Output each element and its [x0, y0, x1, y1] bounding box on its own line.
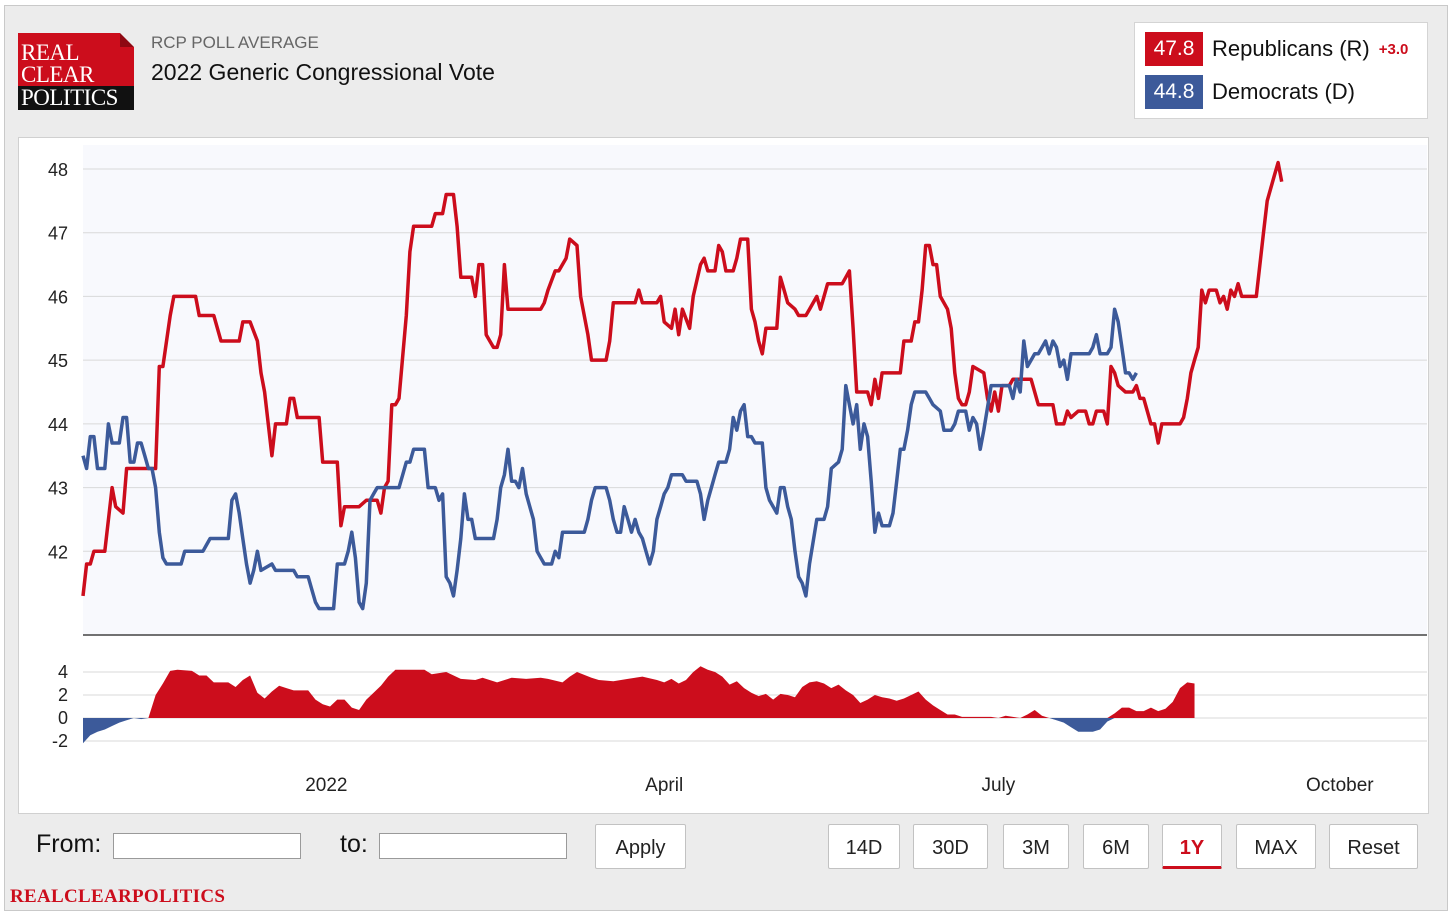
- x-tick-july: July: [981, 775, 1015, 796]
- range-button-3m[interactable]: 3M: [1003, 824, 1069, 869]
- range-button-30d[interactable]: 30D: [913, 824, 988, 869]
- apply-button[interactable]: Apply: [595, 824, 686, 869]
- footer-brand: REALCLEARPOLITICS: [10, 886, 226, 907]
- plot-background: [83, 145, 1427, 635]
- logo-line-1: REAL: [21, 40, 80, 65]
- y-tick-43: 43: [48, 479, 68, 499]
- y-tick-42: 42: [48, 542, 68, 562]
- rep-change: +3.0: [1378, 40, 1409, 58]
- spread-tick--2: -2: [52, 731, 68, 751]
- y-tick-44: 44: [48, 415, 68, 435]
- to-label: to:: [340, 830, 368, 858]
- chart-subtitle: RCP POLL AVERAGE: [151, 33, 319, 52]
- range-button-1y[interactable]: 1Y: [1162, 824, 1222, 869]
- range-controls: From: to: Apply 14D 30D 3M 6M 1Y MAX Reset: [18, 816, 1429, 878]
- legend-rep: 47.8 Republicans (R) +3.0: [1145, 32, 1408, 66]
- y-tick-46: 46: [48, 287, 68, 307]
- spread-tick-2: 2: [58, 685, 68, 705]
- range-button-14d[interactable]: 14D: [828, 824, 900, 869]
- to-date-input[interactable]: [379, 833, 567, 859]
- x-tick-october: October: [1306, 775, 1374, 796]
- chart-title: 2022 Generic Congressional Vote: [151, 59, 495, 85]
- range-button-max[interactable]: MAX: [1236, 824, 1316, 869]
- spread-area-positive: [83, 666, 1195, 718]
- y-tick-48: 48: [48, 160, 68, 180]
- from-date-input[interactable]: [113, 833, 301, 859]
- spread-tick-0: 0: [58, 708, 68, 728]
- rep-value: 47.8: [1145, 32, 1203, 66]
- rcp-logo: REAL CLEAR POLITICS: [18, 33, 134, 110]
- spread-area-negative: [83, 718, 1195, 744]
- logo-line-3: POLITICS: [18, 86, 134, 110]
- rep-name: Republicans (R): [1212, 36, 1370, 61]
- range-button-reset[interactable]: Reset: [1329, 824, 1418, 869]
- range-button-6m[interactable]: 6M: [1083, 824, 1149, 869]
- dem-value: 44.8: [1145, 75, 1203, 109]
- democrats-line: [81, 307, 1138, 611]
- y-tick-47: 47: [48, 224, 68, 244]
- legend-dem: 44.8 Democrats (D): [1145, 75, 1355, 109]
- spread-tick-4: 4: [58, 662, 68, 682]
- republicans-line: [81, 160, 1284, 597]
- from-label: From:: [36, 830, 102, 858]
- y-tick-45: 45: [48, 351, 68, 371]
- x-tick-april: April: [645, 775, 683, 796]
- dem-name: Democrats (D): [1212, 79, 1356, 104]
- x-tick-2022: 2022: [305, 775, 347, 796]
- logo-line-2: CLEAR: [21, 62, 94, 87]
- legend: 47.8 Republicans (R) +3.0 44.8 Democrats…: [1134, 22, 1428, 119]
